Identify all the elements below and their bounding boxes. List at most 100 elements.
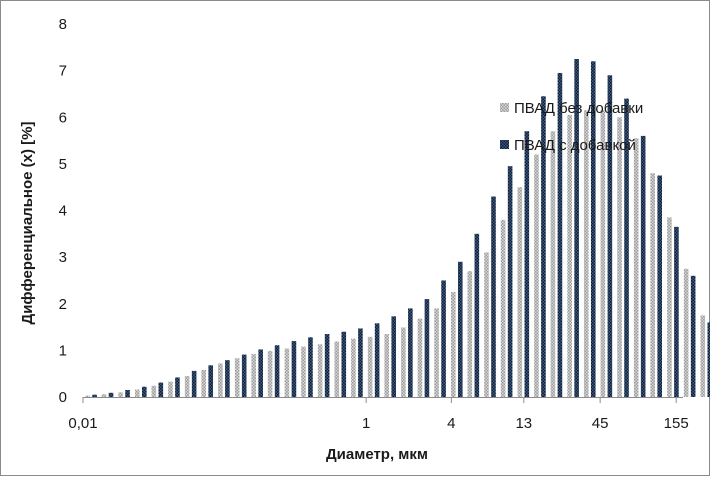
bar-series-1 — [700, 315, 706, 397]
bar-series-2 — [358, 328, 363, 397]
bar-series-1 — [317, 344, 323, 397]
bar-series-2 — [441, 280, 446, 397]
bar-series-1 — [284, 348, 290, 397]
x-tick-label: 4 — [447, 415, 455, 432]
bar-series-1 — [218, 363, 223, 397]
bar-series-2 — [374, 323, 380, 397]
bar-series-2 — [274, 345, 280, 397]
bar-series-2 — [507, 166, 513, 397]
bar-series-2 — [341, 331, 347, 397]
y-tick-label: 4 — [59, 203, 67, 220]
bar-series-1 — [650, 173, 656, 397]
bar-series-2 — [557, 72, 563, 398]
bar-series-1 — [450, 292, 456, 397]
bar-series-2 — [590, 61, 596, 398]
x-tick-label: 13 — [515, 415, 532, 432]
bar-series-1 — [517, 187, 523, 397]
x-tick-label: 0,01 — [68, 415, 97, 432]
bar-series-2 — [175, 377, 180, 397]
bar-series-2 — [258, 349, 263, 397]
bar-series-2 — [424, 299, 430, 397]
legend-swatch-series-2 — [500, 140, 509, 149]
bar-series-2 — [308, 337, 313, 397]
bar-series-1 — [617, 117, 622, 397]
bar-series-2 — [707, 322, 710, 397]
x-tick-label: 155 — [664, 415, 689, 432]
y-tick-label: 3 — [59, 249, 67, 266]
bar-series-2 — [324, 334, 330, 397]
bar-series-2 — [291, 341, 297, 397]
bar-series-2 — [408, 308, 413, 397]
legend-label-series-2: ПВАД с добавкой — [514, 137, 636, 154]
bar-series-1 — [534, 154, 539, 397]
bar-series-1 — [401, 327, 406, 397]
bar-series-1 — [367, 336, 373, 397]
bar-series-1 — [85, 395, 90, 397]
bar-series-1 — [101, 394, 107, 397]
bar-series-1 — [550, 131, 556, 398]
y-axis-title: Дифференциальное (x) [%] — [19, 122, 36, 325]
bar-series-1 — [567, 114, 572, 397]
bar-series-1 — [118, 392, 123, 397]
bar-series-1 — [600, 110, 606, 397]
bar-series-2 — [108, 392, 114, 397]
bar-series-2 — [541, 96, 546, 398]
bar-series-2 — [92, 394, 97, 397]
legend-swatch-series-1 — [500, 103, 509, 112]
bar-series-2 — [524, 131, 530, 398]
y-tick-label: 0 — [59, 389, 67, 406]
bar-series-2 — [607, 75, 613, 397]
bar-series-1 — [301, 346, 306, 397]
bar-series-1 — [667, 217, 672, 397]
bar-series-1 — [484, 252, 489, 397]
bar-series-2 — [225, 360, 230, 397]
bar-series-1 — [151, 385, 157, 397]
bar-series-2 — [457, 261, 463, 397]
bar-series-1 — [434, 308, 439, 397]
bar-series-1 — [583, 110, 589, 397]
y-tick-label: 2 — [59, 296, 67, 313]
bar-series-2 — [241, 354, 247, 397]
bar-series-2 — [158, 382, 164, 397]
bar-series-1 — [334, 341, 340, 397]
bar-series-2 — [640, 135, 646, 397]
bar-series-2 — [574, 58, 579, 397]
y-tick-label: 7 — [59, 63, 67, 80]
bar-series-2 — [624, 98, 629, 397]
bar-series-2 — [391, 316, 397, 397]
y-tick-label: 6 — [59, 109, 67, 126]
x-axis-title: Диаметр, мкм — [326, 446, 428, 463]
bar-series-1 — [234, 358, 240, 397]
bar-series-2 — [208, 365, 213, 397]
bar-series-1 — [134, 389, 140, 397]
bar-series-2 — [690, 275, 696, 397]
bar-series-2 — [474, 233, 480, 397]
bar-series-2 — [141, 386, 147, 397]
x-tick-label: 45 — [592, 415, 609, 432]
bar-series-1 — [683, 268, 689, 397]
bar-series-1 — [168, 381, 173, 397]
legend-label-series-1: ПВАД без добавки — [514, 100, 643, 117]
y-tick-label: 1 — [59, 342, 67, 359]
bar-series-2 — [491, 196, 496, 397]
x-tick-label: 1 — [362, 415, 370, 432]
bar-series-1 — [184, 376, 190, 397]
bar-series-1 — [351, 338, 356, 397]
bar-series-1 — [467, 271, 473, 397]
bars-group — [85, 58, 710, 398]
y-tick-label: 8 — [59, 16, 67, 33]
bar-series-1 — [500, 219, 506, 397]
bar-series-1 — [251, 354, 256, 397]
bar-series-1 — [633, 138, 639, 397]
bar-series-1 — [384, 334, 390, 397]
bar-series-2 — [674, 226, 679, 397]
bar-series-1 — [267, 350, 273, 397]
bar-series-1 — [417, 318, 423, 397]
x-axis-ticks: 0,01 1 4 13 45 155 — [68, 397, 689, 432]
bar-series-2 — [191, 370, 197, 397]
bar-series-2 — [125, 390, 130, 397]
legend: ПВАД без добавки ПВАД с добавкой — [500, 100, 643, 154]
y-tick-label: 5 — [59, 156, 67, 173]
